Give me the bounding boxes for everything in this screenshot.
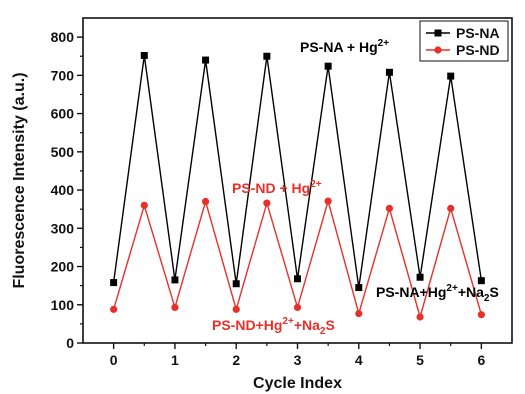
x-tick-label: 0 — [110, 352, 118, 368]
x-tick-label: 3 — [294, 352, 302, 368]
legend-marker-ps-na — [434, 29, 442, 37]
x-tick-label: 2 — [232, 352, 240, 368]
point-ps-na — [477, 277, 485, 285]
y-tick-label: 600 — [51, 106, 75, 122]
point-ps-nd — [324, 197, 332, 205]
point-ps-na — [232, 280, 240, 288]
x-tick-label: 4 — [355, 352, 363, 368]
point-ps-na — [263, 52, 271, 60]
point-ps-nd — [355, 309, 363, 318]
point-ps-na — [324, 62, 332, 70]
point-ps-na — [202, 56, 210, 64]
annotations-group: PS-NA + Hg2+ PS-ND + Hg2+ PS-NA+Hg2++Na2S P… — [212, 38, 499, 337]
point-ps-na — [355, 284, 363, 292]
point-ps-nd — [171, 303, 179, 312]
y-axis-title: Fluorescence Intensity (a.u.) — [11, 72, 28, 288]
point-ps-nd — [110, 305, 118, 313]
legend-marker-ps-nd — [434, 46, 442, 54]
legend-label-ps-nd: PS-ND — [456, 42, 500, 58]
point-ps-na — [416, 273, 424, 281]
x-axis-title: Cycle Index — [253, 375, 342, 392]
y-tick-label: 300 — [51, 220, 75, 236]
point-ps-nd — [416, 313, 424, 321]
y-tick-label: 200 — [51, 259, 75, 275]
point-ps-nd — [385, 204, 394, 213]
point-ps-nd — [140, 201, 148, 209]
point-ps-na — [447, 72, 455, 80]
annotation-nd-hg: PS-ND + Hg2+ — [232, 179, 322, 196]
series-line-ps-na — [112, 55, 483, 288]
series-layer — [110, 51, 485, 321]
y-tick-label: 100 — [51, 297, 75, 313]
point-ps-nd — [447, 204, 455, 213]
axes-group: 0 100 200 300 400 500 600 700 800 0 1 2 3 4 5 6 — [51, 17, 513, 368]
point-ps-na — [110, 279, 118, 287]
y-tick-label: 800 — [51, 29, 75, 45]
point-ps-na — [294, 275, 301, 283]
x-tick-label: 5 — [416, 352, 424, 368]
point-ps-na — [140, 51, 148, 59]
legend-box — [419, 20, 509, 62]
y-tick-label: 700 — [51, 67, 75, 83]
legend-label-ps-na: PS-NA — [456, 25, 500, 41]
y-tick-label: 500 — [51, 144, 75, 160]
x-tick-label: 6 — [477, 352, 485, 368]
annotation-na-hg: PS-NA + Hg2+ — [300, 38, 389, 55]
y-tick-label: 0 — [66, 335, 74, 351]
point-ps-nd — [232, 305, 240, 313]
point-ps-nd — [477, 311, 485, 319]
point-ps-nd — [293, 303, 302, 312]
point-ps-nd — [201, 197, 210, 206]
point-ps-na — [171, 276, 179, 284]
annotation-na-hg-na2s: PS-NA+Hg2++Na2S — [376, 283, 499, 304]
y-tick-label: 400 — [51, 182, 75, 198]
point-ps-nd — [263, 199, 271, 207]
point-ps-na — [385, 68, 393, 76]
x-tick-label: 1 — [171, 352, 179, 368]
annotation-nd-hg-na2s: PS-ND+Hg2++Na2S — [212, 316, 335, 337]
